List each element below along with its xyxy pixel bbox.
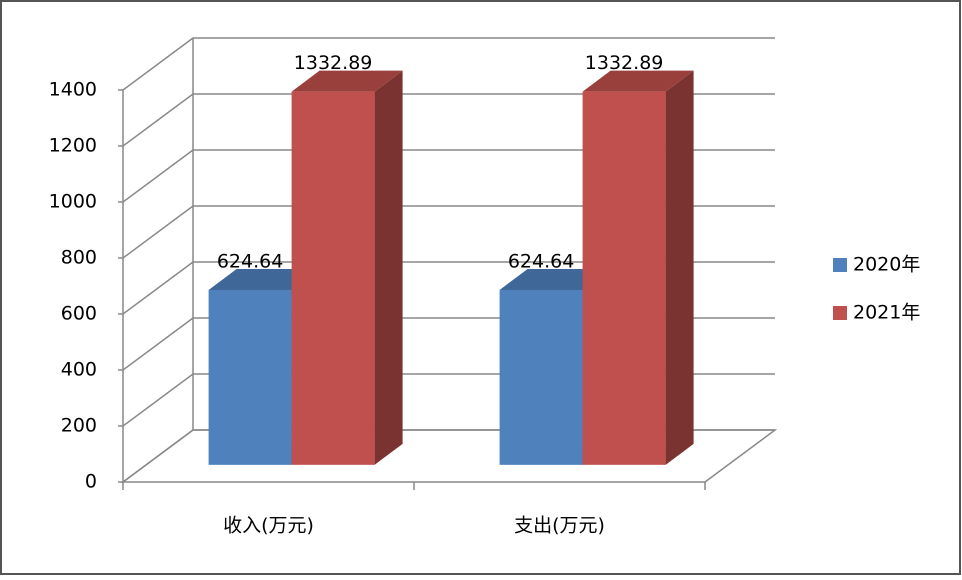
x-tick-label: 收入(万元) xyxy=(223,515,314,537)
data-label: 1332.89 xyxy=(585,52,664,74)
bar xyxy=(291,91,375,465)
y-tick-label: 400 xyxy=(61,359,97,381)
legend-label: 2021年 xyxy=(853,302,920,324)
y-tick-label: 200 xyxy=(61,415,97,437)
bar xyxy=(208,289,292,465)
x-tick-label: 支出(万元) xyxy=(514,515,605,537)
y-tick-label: 0 xyxy=(85,471,97,493)
bar xyxy=(499,289,583,465)
y-tick-label: 800 xyxy=(61,247,97,269)
y-tick-label: 1200 xyxy=(49,135,97,157)
bar-side xyxy=(374,70,403,465)
y-tick-label: 600 xyxy=(61,303,97,325)
data-label: 1332.89 xyxy=(294,52,373,74)
bar-side xyxy=(665,70,694,465)
legend-swatch xyxy=(833,306,847,320)
legend-label: 2020年 xyxy=(853,254,920,276)
legend-swatch xyxy=(833,258,847,272)
data-label: 624.64 xyxy=(217,250,283,272)
bar xyxy=(582,91,666,465)
bar-top xyxy=(582,70,694,92)
y-tick-label: 1000 xyxy=(49,191,97,213)
y-tick-label: 1400 xyxy=(49,79,97,101)
data-label: 624.64 xyxy=(508,250,574,272)
bar-top xyxy=(291,70,403,92)
